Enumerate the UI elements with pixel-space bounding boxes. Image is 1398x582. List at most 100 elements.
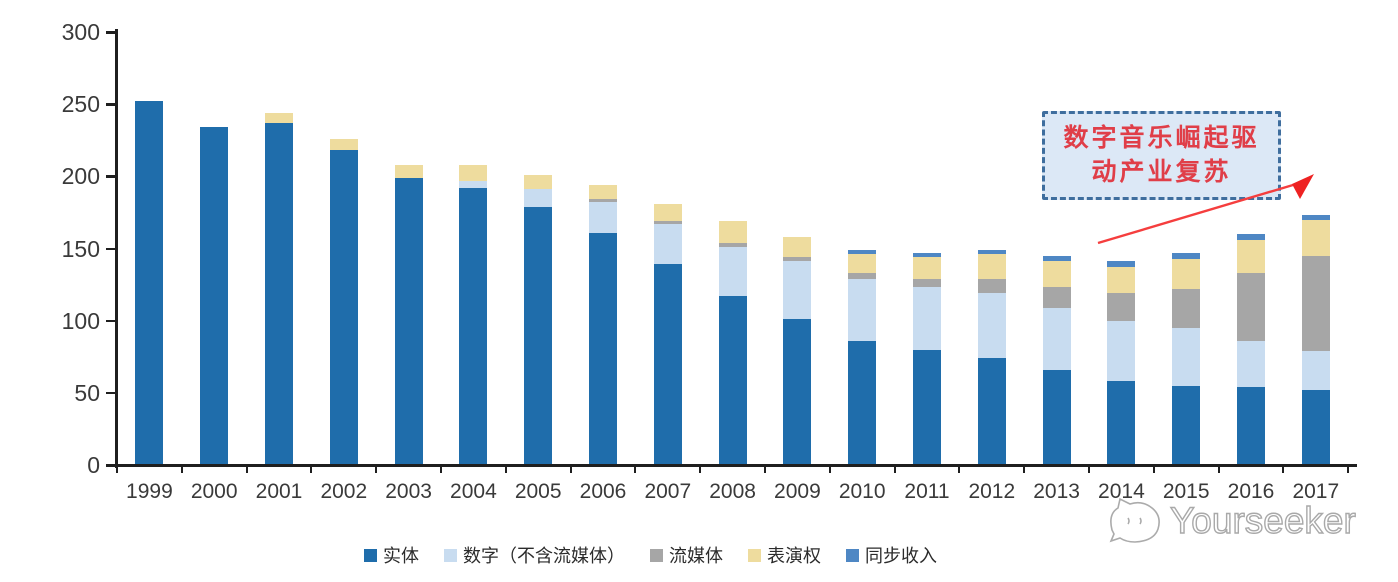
bar-segment-2008 — [718, 221, 747, 243]
bar-segment-2010 — [848, 254, 877, 274]
bar-segment-2014 — [1107, 381, 1136, 465]
bar-segment-2013 — [1042, 307, 1071, 370]
x-axis-tick-mark — [958, 465, 961, 473]
x-axis-label-2015: 2015 — [1162, 480, 1210, 503]
x-axis-label-2010: 2010 — [838, 480, 886, 503]
bar-segment-2008 — [718, 242, 747, 248]
bar-segment-2009 — [783, 261, 812, 320]
bar-segment-2017 — [1301, 389, 1330, 465]
bar-segment-2015 — [1172, 327, 1201, 386]
bar-segment-2014 — [1107, 320, 1136, 382]
x-axis-label-2013: 2013 — [1033, 480, 1080, 503]
y-axis-tick-mark — [106, 103, 116, 106]
x-axis-tick-mark — [1088, 465, 1090, 473]
annotation-text-line1: 数字音乐崛起驱 — [1063, 124, 1260, 152]
x-axis-label-2008: 2008 — [709, 480, 756, 503]
bar-segment-2010 — [848, 273, 877, 279]
y-axis-tick-label: 0 — [87, 452, 100, 478]
bar-segment-2001 — [265, 112, 293, 123]
bar-segment-2007 — [653, 264, 682, 465]
x-axis-label-2006: 2006 — [579, 480, 627, 503]
x-axis-label-2014: 2014 — [1098, 480, 1145, 503]
legend-item: 数字（不含流媒体） — [444, 542, 625, 568]
legend-swatch-icon — [748, 548, 761, 562]
x-axis-label-2004: 2004 — [450, 480, 497, 503]
bar-segment-2011 — [913, 287, 941, 350]
x-axis-tick-mark — [116, 465, 118, 473]
bar-segment-1999 — [135, 101, 164, 465]
y-axis-tick-label: 50 — [74, 379, 100, 406]
x-axis-label-2002: 2002 — [320, 480, 368, 503]
bar-segment-2005 — [524, 189, 553, 207]
y-axis-tick-label: 300 — [61, 19, 100, 45]
bar-segment-2012 — [977, 278, 1006, 294]
y-axis-tick-mark — [106, 175, 116, 178]
x-axis-tick-mark — [245, 465, 248, 473]
y-axis-tick-mark — [106, 391, 116, 395]
bar-segment-2004 — [459, 180, 488, 188]
bar-segment-2000 — [200, 127, 229, 465]
legend-item: 流媒体 — [650, 542, 723, 568]
x-axis-tick-mark — [699, 465, 702, 473]
bar-segment-2006 — [589, 199, 617, 203]
bar-segment-2001 — [265, 122, 293, 465]
bar-segment-2016 — [1237, 340, 1265, 388]
bar-segment-2016 — [1237, 239, 1265, 274]
x-axis-tick-mark — [1347, 465, 1350, 473]
x-axis-label-1999: 1999 — [126, 480, 173, 503]
legend-label: 数字（不含流媒体） — [463, 546, 625, 566]
annotation-callout-box: 数字音乐崛起驱 动产业复苏 — [1042, 111, 1281, 200]
x-axis-tick-mark — [1282, 465, 1285, 473]
bar-segment-2012 — [977, 254, 1006, 279]
legend-swatch-icon — [364, 548, 377, 562]
bar-segment-2012 — [977, 293, 1006, 359]
bar-segment-2014 — [1107, 293, 1136, 321]
x-axis-tick-mark — [634, 465, 637, 473]
bar-segment-2009 — [783, 257, 812, 262]
bar-segment-2012 — [977, 249, 1006, 255]
x-axis-label-2005: 2005 — [514, 480, 562, 503]
bar-segment-2007 — [653, 221, 682, 224]
bar-segment-2016 — [1237, 387, 1265, 465]
bar-segment-2011 — [913, 257, 941, 279]
x-axis-tick-mark — [1023, 465, 1026, 473]
x-axis-tick-mark — [828, 465, 831, 473]
x-axis-line — [115, 464, 1357, 467]
bar-segment-2005 — [524, 206, 553, 465]
bar-segment-2010 — [848, 340, 877, 465]
bar-segment-2017 — [1301, 255, 1330, 351]
y-axis-tick-mark — [106, 31, 116, 34]
x-axis-label-2003: 2003 — [385, 480, 432, 503]
bar-segment-2017 — [1301, 219, 1330, 256]
bar-segment-2007 — [653, 223, 682, 265]
y-axis-tick-label: 100 — [61, 307, 100, 334]
watermark-cat-logo-icon — [1109, 497, 1160, 543]
legend-swatch-icon — [444, 548, 457, 562]
x-axis-label-2009: 2009 — [774, 480, 821, 503]
bar-segment-2007 — [653, 203, 682, 222]
y-axis-line — [115, 29, 118, 468]
legend-swatch-icon — [650, 548, 663, 562]
x-axis-tick-mark — [504, 465, 507, 473]
y-axis-tick-mark — [106, 247, 116, 250]
bar-segment-2010 — [848, 249, 877, 255]
bar-segment-2003 — [394, 164, 423, 178]
x-axis-label-2016: 2016 — [1227, 480, 1275, 503]
bar-segment-2011 — [913, 278, 941, 288]
bar-segment-2015 — [1172, 252, 1201, 259]
x-axis-tick-mark — [893, 465, 896, 473]
x-axis-tick-mark — [180, 465, 183, 473]
bar-segment-2008 — [718, 247, 747, 297]
bar-segment-2010 — [848, 278, 877, 341]
bar-segment-2009 — [783, 319, 812, 465]
bar-segment-2002 — [329, 138, 358, 151]
x-axis-tick-mark — [1152, 465, 1155, 473]
x-axis-tick-mark — [310, 465, 313, 473]
x-axis-label-2000: 2000 — [190, 480, 238, 503]
bar-segment-2014 — [1107, 261, 1136, 268]
bar-segment-2002 — [329, 150, 358, 465]
y-axis-tick-mark — [106, 319, 116, 323]
x-axis-label-2007: 2007 — [644, 480, 692, 503]
x-axis-label-2011: 2011 — [904, 480, 950, 503]
